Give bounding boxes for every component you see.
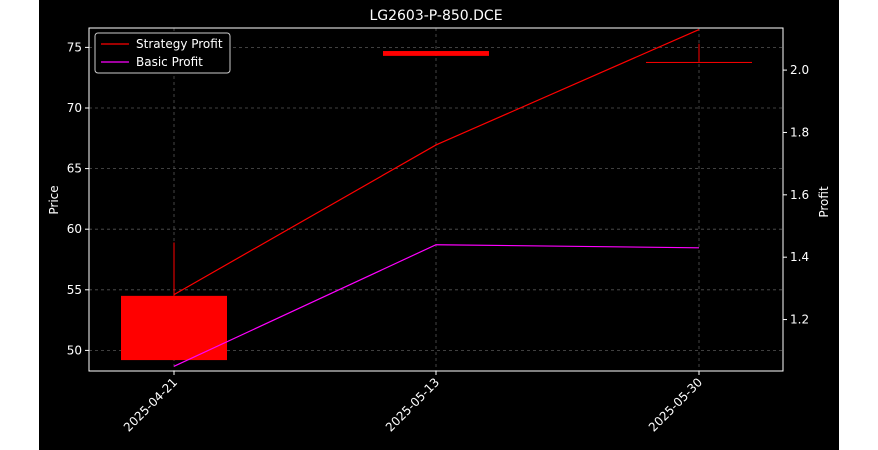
right-y-axis: 1.2 1.4 1.6 1.8 2.0 [783, 63, 809, 327]
candle-body [121, 295, 227, 361]
right-tick-label: 1.4 [790, 250, 809, 264]
left-tick-label: 65 [67, 162, 82, 176]
figure-background [39, 0, 839, 450]
right-tick-label: 2.0 [790, 63, 809, 77]
left-axis-label: Price [47, 185, 61, 214]
legend-basic-label: Basic Profit [136, 55, 203, 69]
strategy-profit-line [173, 29, 700, 296]
left-tick-label: 75 [67, 40, 82, 54]
left-tick-label: 60 [67, 222, 82, 236]
basic-profit-line [173, 244, 700, 367]
profit-lines [173, 29, 700, 367]
left-y-axis: 50 55 60 65 70 75 [67, 40, 89, 357]
candle-body [646, 61, 752, 63]
right-tick-label: 1.8 [790, 125, 809, 139]
legend-strategy-label: Strategy Profit [136, 37, 223, 51]
chart-title: LG2603-P-850.DCE [369, 8, 502, 24]
left-tick-label: 70 [67, 101, 82, 115]
right-tick-label: 1.2 [790, 313, 809, 327]
left-tick-label: 50 [67, 343, 82, 357]
candle-body [383, 51, 489, 56]
legend-box [94, 32, 231, 74]
legend: Strategy Profit Basic Profit [94, 32, 231, 74]
right-axis-label: Profit [817, 186, 831, 218]
left-tick-label: 55 [67, 283, 82, 297]
right-tick-label: 1.6 [790, 188, 809, 202]
